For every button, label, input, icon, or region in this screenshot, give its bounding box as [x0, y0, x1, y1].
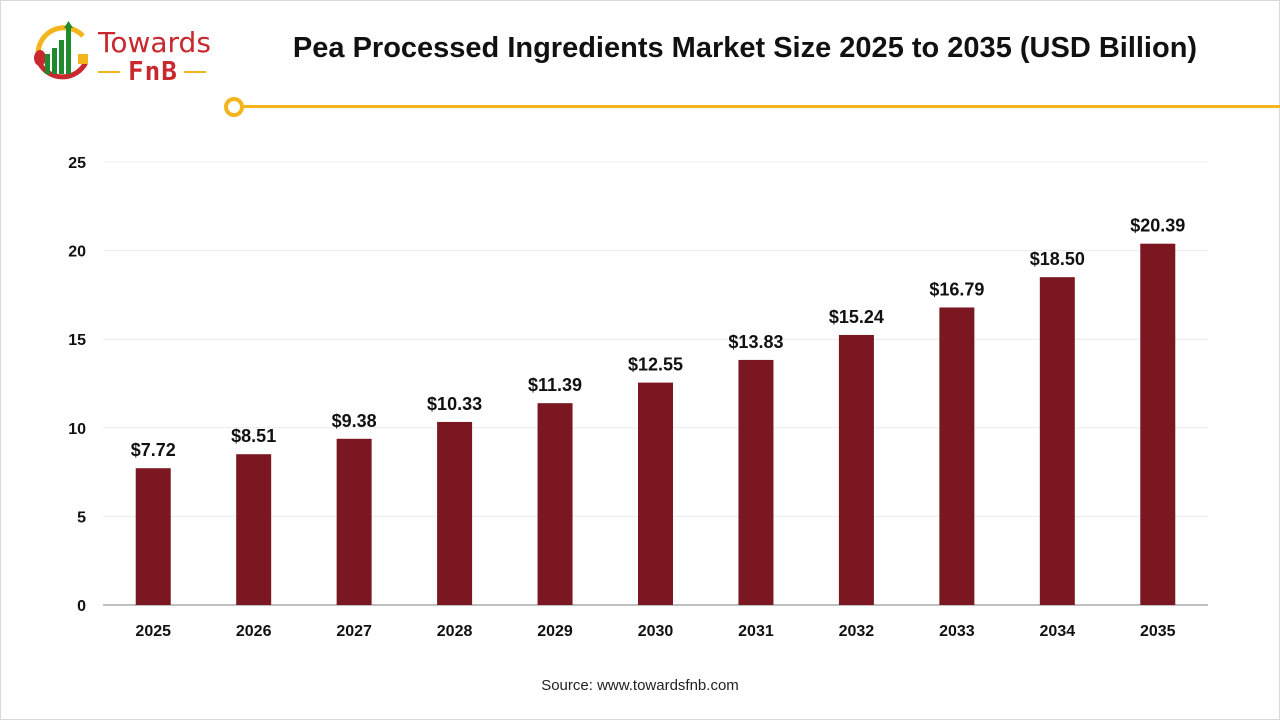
data-label: $18.50: [1030, 249, 1085, 269]
y-tick-label: 15: [68, 332, 86, 349]
data-label: $11.39: [528, 375, 582, 395]
x-tick-label: 2032: [839, 623, 875, 640]
logo-dash: [184, 71, 206, 73]
data-label: $7.72: [131, 440, 176, 460]
y-tick-label: 20: [68, 244, 86, 261]
data-label: $8.51: [231, 426, 276, 446]
x-tick-label: 2029: [537, 623, 573, 640]
data-label: $16.79: [929, 279, 984, 299]
title-underline: [244, 105, 1280, 108]
logo-text-fnb: FnB: [128, 57, 178, 87]
logo-dash: [98, 71, 120, 73]
bar-2030: [638, 382, 673, 605]
source-note: Source: www.towardsfnb.com: [541, 677, 739, 694]
bar-2025: [135, 468, 171, 605]
x-tick-label: 2025: [135, 623, 171, 640]
underline-ring: [224, 97, 244, 117]
bar-2029: [537, 403, 573, 605]
bar-2031: [738, 359, 774, 605]
bar-2028: [437, 421, 473, 605]
bar-2026: [236, 454, 272, 605]
x-tick-label: 2035: [1140, 623, 1176, 640]
x-tick-label: 2034: [1040, 623, 1076, 640]
x-tick-label: 2033: [939, 623, 975, 640]
chart-title: Pea Processed Ingredients Market Size 20…: [292, 32, 1198, 64]
x-tick-label: 2030: [638, 623, 674, 640]
bar-2033: [939, 307, 975, 605]
x-tick-label: 2027: [336, 623, 372, 640]
logo-icon: [34, 21, 89, 80]
data-label: $12.55: [628, 355, 683, 375]
y-tick-label: 25: [68, 155, 86, 172]
x-tick-label: 2031: [738, 623, 774, 640]
towards-fnb-logo: [28, 18, 218, 88]
bar-2027: [336, 438, 372, 605]
y-tick-label: 5: [77, 509, 86, 526]
data-label: $15.24: [829, 307, 884, 327]
data-label: $9.38: [332, 411, 377, 431]
bar-2032: [838, 334, 874, 605]
bar-2035: [1140, 243, 1176, 605]
x-tick-label: 2026: [236, 623, 272, 640]
data-label: $13.83: [728, 332, 783, 352]
data-label: $10.33: [427, 394, 482, 414]
logo-text-towards: Towards: [98, 26, 211, 59]
y-tick-label: 10: [68, 421, 86, 438]
x-tick-label: 2028: [437, 623, 473, 640]
y-tick-label: 0: [77, 598, 86, 615]
bar-2034: [1039, 277, 1075, 605]
data-label: $20.39: [1130, 216, 1185, 236]
